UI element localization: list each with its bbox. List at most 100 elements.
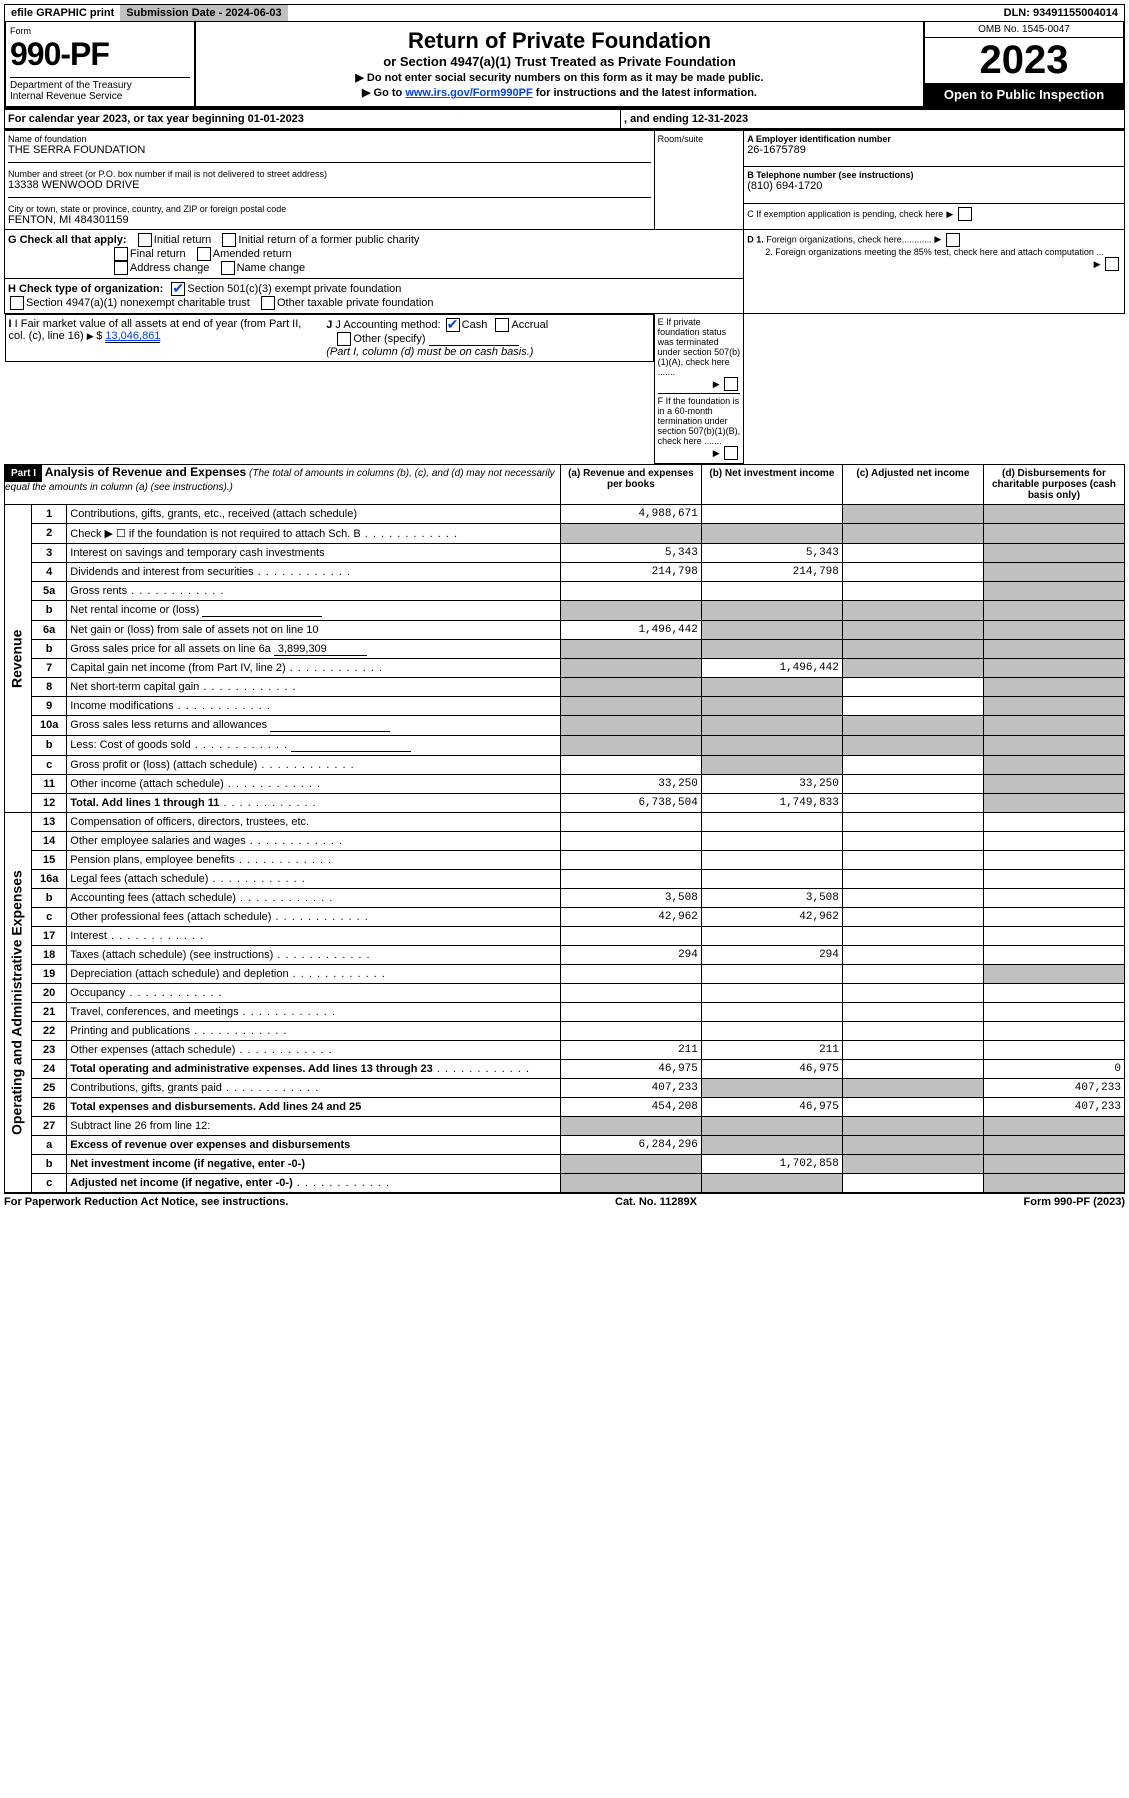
amount-cell-c [842,927,983,946]
amount-cell-c [842,851,983,870]
line-row: 14Other employee salaries and wages [5,832,1125,851]
amount-cell-a [560,716,701,736]
d1-checkbox[interactable] [946,233,960,247]
line-label: Other expenses (attach schedule) [67,1041,561,1060]
amount-cell-a [560,1117,701,1136]
amount-cell-a: 4,988,671 [560,505,701,524]
line-number: 25 [32,1079,67,1098]
amount-cell-c [842,621,983,640]
line-label: Legal fees (attach schedule) [67,870,561,889]
line-label: Check ▶ ☐ if the foundation is not requi… [67,524,561,544]
e-checkbox[interactable] [724,377,738,391]
amount-cell-a [560,870,701,889]
line-row: Operating and Administrative Expenses13C… [5,813,1125,832]
h-other-tax[interactable] [261,296,275,310]
amount-cell-d [983,984,1124,1003]
amount-cell-c [842,889,983,908]
topbar: efile GRAPHIC print Submission Date - 20… [4,4,1125,22]
line-label: Income modifications [67,697,561,716]
line-number: 17 [32,927,67,946]
d2: 2. Foreign organizations meeting the 85%… [747,247,1121,257]
amount-cell-a: 6,738,504 [560,794,701,813]
amount-cell-d [983,851,1124,870]
line-label: Interest [67,927,561,946]
g-initial[interactable] [138,233,152,247]
amount-cell-b: 211 [701,1041,842,1060]
amount-cell-d [983,813,1124,832]
d1: Foreign organizations, check here.......… [766,234,932,244]
amount-cell-b [701,1117,842,1136]
identity-block: Name of foundation THE SERRA FOUNDATION … [4,130,1125,464]
c-checkbox[interactable] [958,207,972,221]
amount-cell-a [560,678,701,697]
line-label: Accounting fees (attach schedule) [67,889,561,908]
amount-cell-c [842,946,983,965]
h-501c3[interactable] [171,282,185,296]
j-other[interactable] [337,332,351,346]
telephone: (810) 694-1720 [747,180,1121,192]
f-checkbox[interactable] [724,446,738,460]
inline-input[interactable] [202,604,322,617]
amount-cell-b [701,736,842,756]
line-number: 23 [32,1041,67,1060]
amount-cell-d [983,889,1124,908]
line-number: b [32,601,67,621]
g-name[interactable] [221,261,235,275]
i-value[interactable]: 13,046,861 [105,330,160,343]
amount-cell-d [983,756,1124,775]
line-row: 22Printing and publications [5,1022,1125,1041]
name-label: Name of foundation [8,134,651,144]
line-number: b [32,736,67,756]
amount-cell-d [983,1136,1124,1155]
instr1: ▶ Do not enter social security numbers o… [202,71,917,84]
line-label: Other professional fees (attach schedule… [67,908,561,927]
line-number: 13 [32,813,67,832]
line-row: 2Check ▶ ☐ if the foundation is not requ… [5,524,1125,544]
j-other-input[interactable] [429,333,519,346]
inline-input[interactable] [291,739,411,752]
amount-cell-a: 407,233 [560,1079,701,1098]
addr-label: Number and street (or P.O. box number if… [8,169,651,179]
amount-cell-d [983,775,1124,794]
g-address[interactable] [114,261,128,275]
d2-checkbox[interactable] [1105,257,1119,271]
g-initial-former[interactable] [222,233,236,247]
form-label: Form [10,26,190,36]
irs-link[interactable]: www.irs.gov/Form990PF [405,87,532,99]
col-a: (a) Revenue and expenses per books [560,465,701,505]
j-cash[interactable] [446,318,460,332]
pra-notice: For Paperwork Reduction Act Notice, see … [4,1196,288,1208]
amount-cell-b [701,870,842,889]
amount-cell-d: 0 [983,1060,1124,1079]
amount-cell-d [983,524,1124,544]
amount-cell-b [701,601,842,621]
amount-cell-a [560,851,701,870]
form-header: Form 990-PF Department of the Treasury I… [4,22,1125,108]
line-row: 12Total. Add lines 1 through 116,738,504… [5,794,1125,813]
amount-cell-b: 33,250 [701,775,842,794]
line-label: Net short-term capital gain [67,678,561,697]
line-number: a [32,1136,67,1155]
j-accrual[interactable] [495,318,509,332]
line-label: Gross profit or (loss) (attach schedule) [67,756,561,775]
line-row: cAdjusted net income (if negative, enter… [5,1174,1125,1193]
efile-print[interactable]: efile GRAPHIC print [5,5,120,21]
cy-begin: For calendar year 2023, or tax year begi… [5,109,621,129]
amount-cell-c [842,678,983,697]
amount-cell-c [842,965,983,984]
g-amended[interactable] [197,247,211,261]
inline-input[interactable] [270,719,390,732]
line-number: 2 [32,524,67,544]
line-label: Capital gain net income (from Part IV, l… [67,659,561,678]
line-number: 16a [32,870,67,889]
line-number: b [32,640,67,659]
amount-cell-b [701,927,842,946]
line-label: Occupancy [67,984,561,1003]
h-4947[interactable] [10,296,24,310]
amount-cell-c [842,1155,983,1174]
g-final[interactable] [114,247,128,261]
col-d: (d) Disbursements for charitable purpose… [983,465,1124,505]
amount-cell-c [842,582,983,601]
amount-cell-a [560,1022,701,1041]
line-row: 17Interest [5,927,1125,946]
